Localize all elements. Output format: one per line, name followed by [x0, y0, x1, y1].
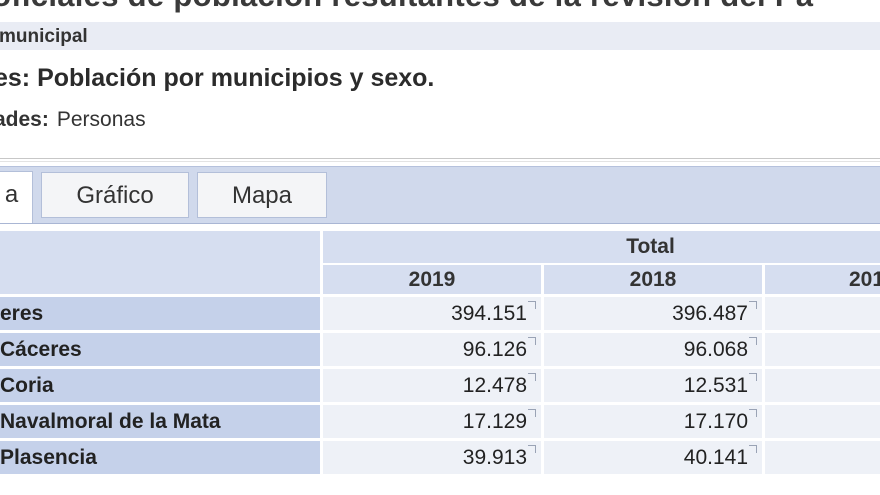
value-cell[interactable]: [765, 369, 880, 402]
section-bar: municipal: [0, 22, 880, 50]
column-header-year[interactable]: 2019: [323, 265, 541, 294]
section-label: municipal: [0, 26, 88, 47]
table-corner: [0, 231, 320, 294]
column-group-header: Total: [323, 231, 880, 263]
value-cell[interactable]: 17.170: [544, 405, 762, 438]
value-cell[interactable]: [765, 297, 880, 330]
table-title: es: Población por municipios y sexo.: [0, 64, 435, 92]
column-group-label: Total: [626, 235, 675, 258]
value-cell[interactable]: 396.487: [544, 297, 762, 330]
value-cell[interactable]: 40.141: [544, 441, 762, 474]
value-cell[interactable]: [765, 441, 880, 474]
column-header-year[interactable]: 2018: [544, 265, 762, 294]
value-cell[interactable]: 12.531: [544, 369, 762, 402]
units-line: ades: Personas: [0, 108, 146, 132]
divider: [0, 158, 880, 159]
row-header: Coria: [0, 369, 320, 402]
page-title: oficiales de población resultantes de la…: [0, 0, 880, 14]
value-cell[interactable]: 394.151: [323, 297, 541, 330]
tab-mapa[interactable]: Mapa: [197, 172, 327, 218]
row-header: eres: [0, 297, 320, 330]
row-header: Cáceres: [0, 333, 320, 366]
value-cell[interactable]: 96.126: [323, 333, 541, 366]
units-value: Personas: [56, 108, 146, 131]
value-cell[interactable]: 12.478: [323, 369, 541, 402]
value-cell[interactable]: [765, 333, 880, 366]
value-cell[interactable]: [765, 405, 880, 438]
value-cell[interactable]: 96.068: [544, 333, 762, 366]
divider-shadow: [0, 161, 880, 162]
view-tab-bar: a Gráfico Mapa: [0, 166, 880, 224]
column-header-year[interactable]: 201: [765, 265, 880, 294]
tab-grafico[interactable]: Gráfico: [41, 172, 189, 218]
tab-table[interactable]: a: [0, 171, 33, 223]
value-cell[interactable]: 39.913: [323, 441, 541, 474]
value-cell[interactable]: 17.129: [323, 405, 541, 438]
row-header: Navalmoral de la Mata: [0, 405, 320, 438]
row-header: Plasencia: [0, 441, 320, 474]
units-label: ades:: [0, 108, 49, 131]
